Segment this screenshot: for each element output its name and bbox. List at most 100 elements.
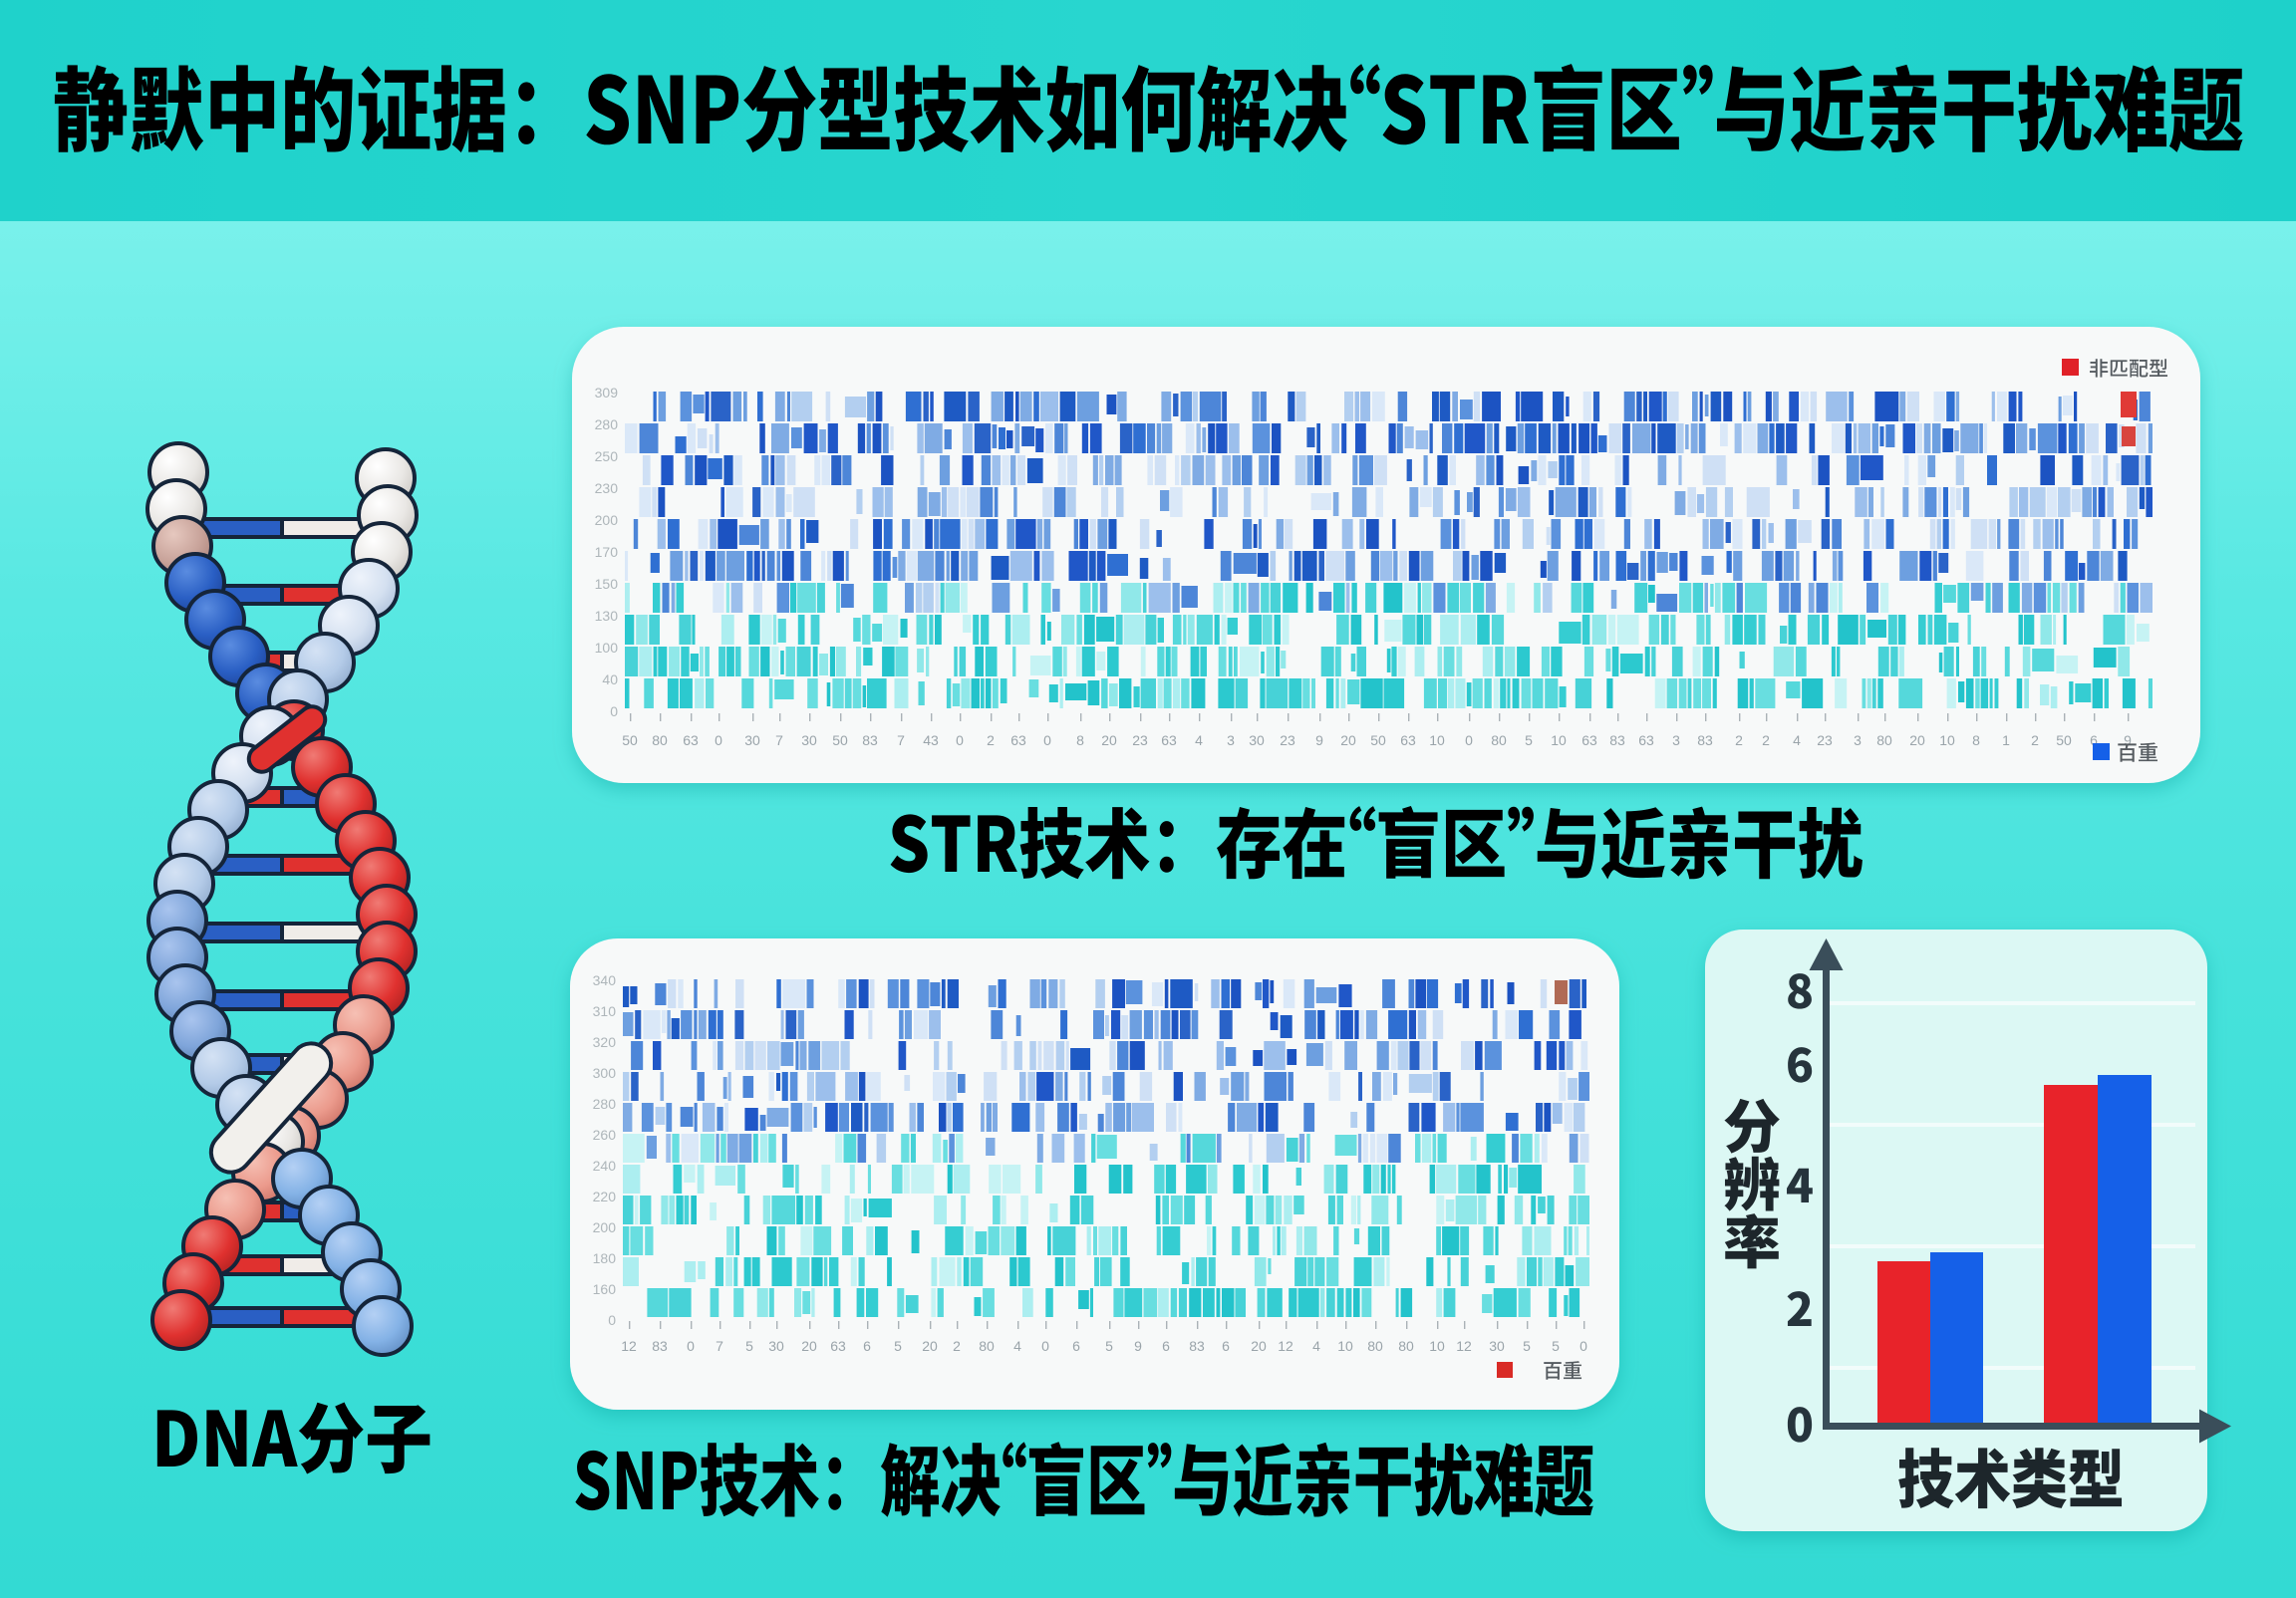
svg-text:63: 63 <box>830 1338 846 1354</box>
svg-text:320: 320 <box>593 1034 617 1050</box>
svg-text:4: 4 <box>1195 732 1203 748</box>
svg-text:10: 10 <box>1939 732 1955 748</box>
svg-text:63: 63 <box>683 732 699 748</box>
svg-text:2: 2 <box>987 732 995 748</box>
svg-text:50: 50 <box>832 732 848 748</box>
svg-text:5: 5 <box>1552 1338 1560 1354</box>
svg-text:80: 80 <box>1398 1338 1414 1354</box>
svg-text:0: 0 <box>1041 1338 1049 1354</box>
svg-text:12: 12 <box>1456 1338 1472 1354</box>
svg-text:170: 170 <box>595 544 619 560</box>
svg-text:0: 0 <box>1465 732 1473 748</box>
svg-text:20: 20 <box>801 1338 817 1354</box>
svg-text:5: 5 <box>1525 732 1533 748</box>
svg-text:30: 30 <box>1249 732 1265 748</box>
svg-text:309: 309 <box>595 385 619 400</box>
svg-text:280: 280 <box>593 1096 617 1112</box>
svg-text:0: 0 <box>956 732 964 748</box>
svg-text:2: 2 <box>1735 732 1743 748</box>
svg-text:30: 30 <box>801 732 817 748</box>
svg-text:40: 40 <box>602 671 618 687</box>
svg-text:240: 240 <box>593 1158 617 1174</box>
svg-text:23: 23 <box>1132 732 1148 748</box>
svg-text:0: 0 <box>608 1312 616 1328</box>
svg-text:8: 8 <box>1076 732 1084 748</box>
svg-text:150: 150 <box>595 576 619 592</box>
svg-text:83: 83 <box>652 1338 668 1354</box>
svg-text:9: 9 <box>1134 1338 1142 1354</box>
svg-text:5: 5 <box>894 1338 902 1354</box>
svg-text:50: 50 <box>2056 732 2072 748</box>
svg-text:230: 230 <box>595 480 619 496</box>
svg-text:63: 63 <box>1400 732 1416 748</box>
svg-text:6: 6 <box>2090 732 2098 748</box>
svg-text:5: 5 <box>745 1338 753 1354</box>
svg-text:80: 80 <box>1491 732 1507 748</box>
svg-text:80: 80 <box>1367 1338 1383 1354</box>
svg-text:6: 6 <box>1162 1338 1170 1354</box>
svg-text:50: 50 <box>622 732 638 748</box>
svg-text:4: 4 <box>1793 732 1801 748</box>
svg-text:10: 10 <box>1429 1338 1445 1354</box>
svg-text:200: 200 <box>593 1219 617 1235</box>
svg-text:6: 6 <box>1222 1338 1230 1354</box>
svg-text:63: 63 <box>1581 732 1597 748</box>
svg-text:3: 3 <box>1854 732 1862 748</box>
svg-text:100: 100 <box>595 640 619 656</box>
svg-text:0: 0 <box>687 1338 695 1354</box>
svg-text:3: 3 <box>1672 732 1680 748</box>
svg-text:20: 20 <box>922 1338 938 1354</box>
svg-text:6: 6 <box>1072 1338 1080 1354</box>
svg-text:83: 83 <box>1697 732 1713 748</box>
svg-text:63: 63 <box>1161 732 1177 748</box>
svg-text:20: 20 <box>1251 1338 1267 1354</box>
svg-text:20: 20 <box>1340 732 1356 748</box>
svg-text:63: 63 <box>1010 732 1026 748</box>
svg-text:7: 7 <box>775 732 783 748</box>
svg-text:20: 20 <box>1909 732 1925 748</box>
svg-text:80: 80 <box>979 1338 995 1354</box>
svg-text:80: 80 <box>652 732 668 748</box>
svg-text:130: 130 <box>595 608 619 624</box>
svg-text:10: 10 <box>1337 1338 1353 1354</box>
svg-text:2: 2 <box>953 1338 961 1354</box>
svg-text:300: 300 <box>593 1065 617 1081</box>
svg-text:20: 20 <box>1101 732 1117 748</box>
svg-text:280: 280 <box>595 416 619 432</box>
svg-text:12: 12 <box>1278 1338 1293 1354</box>
svg-text:0: 0 <box>1043 732 1051 748</box>
svg-text:8: 8 <box>1972 732 1980 748</box>
svg-text:0: 0 <box>610 703 618 719</box>
svg-text:0: 0 <box>1579 1338 1587 1354</box>
svg-text:250: 250 <box>595 448 619 464</box>
svg-text:23: 23 <box>1280 732 1295 748</box>
svg-text:12: 12 <box>621 1338 637 1354</box>
svg-text:200: 200 <box>595 512 619 528</box>
svg-text:6: 6 <box>863 1338 871 1354</box>
svg-text:180: 180 <box>593 1250 617 1266</box>
svg-text:10: 10 <box>1429 732 1445 748</box>
svg-text:23: 23 <box>1817 732 1833 748</box>
svg-text:83: 83 <box>1189 1338 1205 1354</box>
svg-text:1: 1 <box>2002 732 2010 748</box>
svg-text:43: 43 <box>923 732 939 748</box>
svg-text:10: 10 <box>1551 732 1567 748</box>
svg-text:30: 30 <box>768 1338 784 1354</box>
svg-text:50: 50 <box>1370 732 1386 748</box>
svg-text:30: 30 <box>744 732 760 748</box>
svg-text:5: 5 <box>1105 1338 1113 1354</box>
svg-text:9: 9 <box>2124 732 2132 748</box>
svg-text:80: 80 <box>1876 732 1892 748</box>
svg-text:5: 5 <box>1523 1338 1531 1354</box>
svg-text:30: 30 <box>1489 1338 1505 1354</box>
svg-text:7: 7 <box>897 732 905 748</box>
svg-text:2: 2 <box>2031 732 2039 748</box>
svg-text:7: 7 <box>716 1338 723 1354</box>
svg-text:4: 4 <box>1312 1338 1320 1354</box>
svg-text:83: 83 <box>1609 732 1625 748</box>
svg-text:3: 3 <box>1227 732 1235 748</box>
svg-text:2: 2 <box>1762 732 1770 748</box>
svg-text:260: 260 <box>593 1127 617 1143</box>
svg-text:220: 220 <box>593 1189 617 1204</box>
svg-text:340: 340 <box>593 972 617 988</box>
